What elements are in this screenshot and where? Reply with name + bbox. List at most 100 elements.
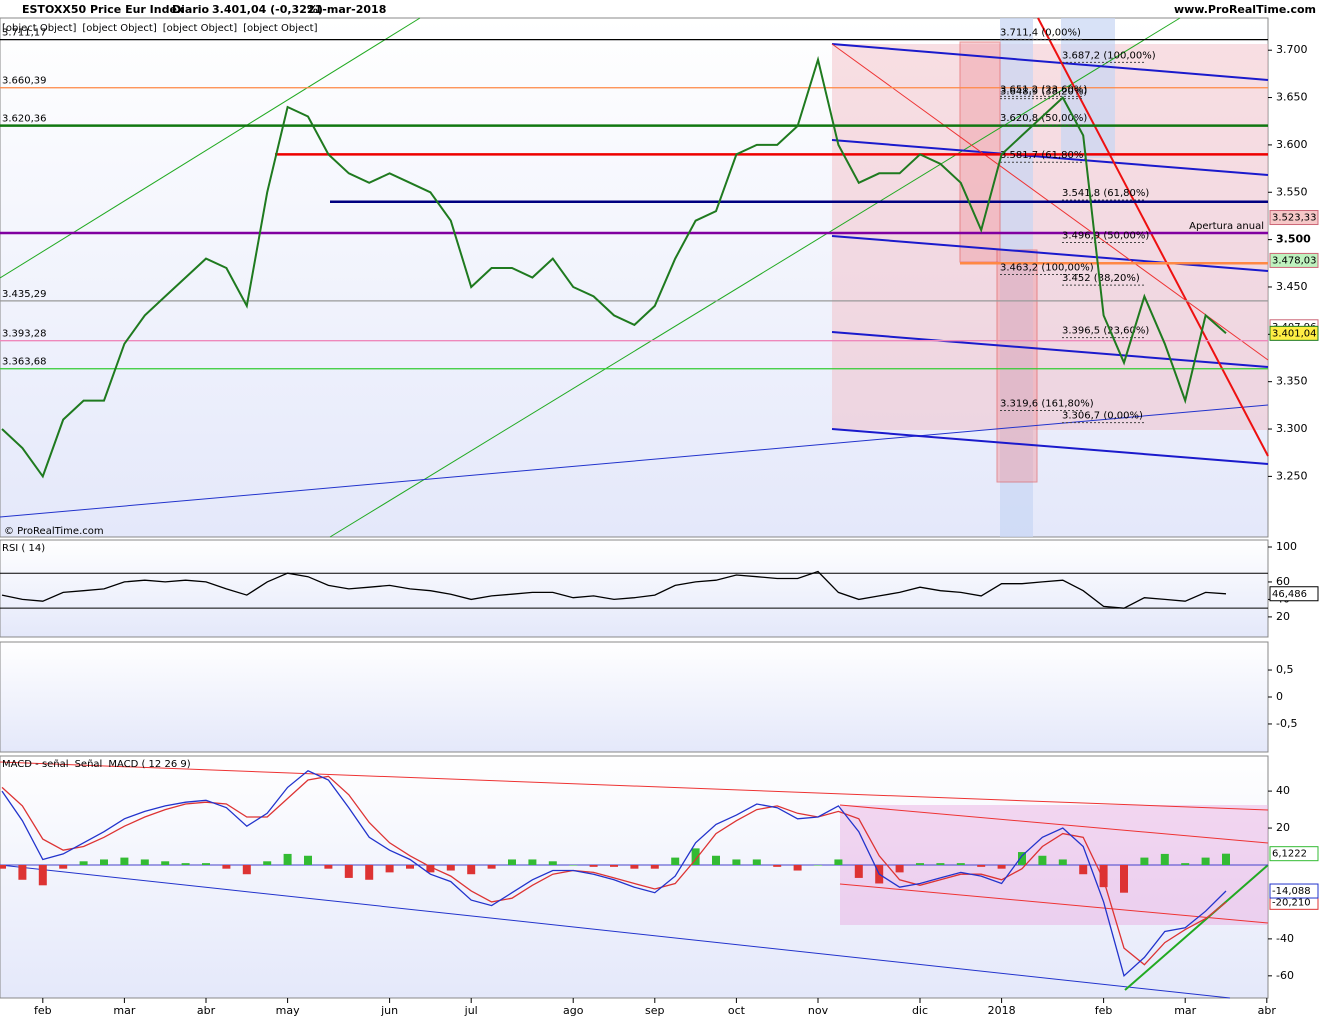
x-tick-label: ago <box>563 1004 584 1017</box>
fib-label: 3.496,9 (50,00%) <box>1062 231 1149 242</box>
legend-entry: [object Object] <box>243 23 317 34</box>
date: 21-mar-2018 <box>307 3 386 16</box>
fib-label: 3.541,8 (61,80%) <box>1062 188 1149 199</box>
histogram-bar <box>732 859 741 865</box>
histogram-bar <box>181 863 190 865</box>
value-tag <box>1269 883 1319 899</box>
series-line <box>1 775 1227 966</box>
histogram-bar <box>916 863 924 865</box>
value-tag <box>1269 846 1319 862</box>
fib-label: 3.306,7 (0,00%) <box>1062 411 1143 422</box>
histogram-bar <box>222 864 231 869</box>
y-tick-label: 3.350 <box>1276 375 1308 388</box>
macd-channel <box>839 804 1269 844</box>
x-tick-label: may <box>276 1004 300 1017</box>
y-tick-label: 0 <box>1276 690 1283 703</box>
level-label: 3.660,39 <box>2 76 47 87</box>
histogram-bar <box>283 853 292 865</box>
level-label: 3.363,68 <box>2 357 47 368</box>
histogram-bar <box>956 863 965 865</box>
y-tick-label: -40 <box>1276 932 1294 945</box>
histogram-bar <box>242 864 251 875</box>
histogram-bar <box>38 864 47 886</box>
histogram-bar <box>120 857 129 865</box>
legend-entry: MACD - señal <box>2 759 69 770</box>
fib-label: 3.463,2 (100,00%) <box>1000 262 1094 273</box>
histogram-bar <box>793 864 802 871</box>
histogram-bar <box>1222 853 1230 865</box>
copyright: © ProRealTime.com <box>4 526 104 537</box>
y-tick-label: 3.550 <box>1276 185 1308 198</box>
x-tick-label: dic <box>912 1004 928 1017</box>
legend-entry: Señal <box>75 759 103 770</box>
histogram-bar <box>406 864 414 869</box>
histogram-bar <box>752 859 761 865</box>
y-tick-label: 100 <box>1276 540 1297 553</box>
histogram-bar <box>467 864 476 875</box>
value-label: 46,486 <box>1272 589 1307 600</box>
histogram-bar <box>18 864 27 880</box>
histogram-bar <box>161 861 170 865</box>
fib-zone <box>832 44 1268 430</box>
histogram-bar <box>773 864 782 867</box>
histogram-bar <box>385 864 394 873</box>
histogram-bar <box>834 859 843 865</box>
x-tick-label: oct <box>728 1004 746 1017</box>
channel-line <box>831 428 1269 465</box>
fib-box <box>996 249 1038 483</box>
site: www.ProRealTime.com <box>1174 3 1316 16</box>
y-tick-label: 3.700 <box>1276 43 1308 56</box>
histogram-bar <box>1140 857 1149 865</box>
histogram-bar <box>324 864 333 869</box>
y-tick-label: 3.250 <box>1276 469 1308 482</box>
instrument: ESTOXX50 Price Eur Index <box>22 3 184 16</box>
histogram-bar <box>446 864 455 871</box>
channel-line <box>831 43 1269 81</box>
y-tick-label: 3.450 <box>1276 280 1308 293</box>
macd-channel <box>0 864 1231 999</box>
histogram-bar <box>1181 863 1190 865</box>
price-tag <box>1269 252 1319 268</box>
level-label: 3.711,17 <box>2 28 47 39</box>
trend-line <box>329 17 1181 538</box>
fib-label: 3.687,2 (100,00%) <box>1062 50 1156 61</box>
x-tick-label: sep <box>645 1004 664 1017</box>
histogram-bar <box>79 861 88 865</box>
trend-line <box>1037 17 1269 457</box>
fib-label: 3.648,9 (38,20%) <box>1000 87 1087 98</box>
value-label: 3.401,04 <box>1272 328 1317 339</box>
series-line <box>1 570 1227 609</box>
channel-line <box>831 139 1269 176</box>
histogram-bar <box>650 864 659 869</box>
histogram-bar <box>528 859 537 865</box>
rsi-title: RSI ( 14) <box>2 543 45 554</box>
level-label: 3.393,28 <box>2 329 47 340</box>
histogram-bar <box>997 864 1006 869</box>
x-tick-label: feb <box>1095 1004 1113 1017</box>
value-label: 6,1222 <box>1272 849 1307 860</box>
macd-channel <box>839 883 1269 924</box>
rsi-panel <box>0 539 1269 638</box>
histogram-bar <box>1079 864 1088 875</box>
histogram-bar <box>263 861 272 865</box>
histogram-bar <box>344 864 353 878</box>
fib-label: 3.711,4 (0,00%) <box>1000 27 1081 38</box>
histogram-bar <box>977 864 986 867</box>
histogram-bar <box>1058 859 1067 865</box>
y-tick-label: 20 <box>1276 821 1290 834</box>
histogram-bar <box>1018 852 1026 865</box>
y-tick-label: 60 <box>1276 575 1290 588</box>
macd-channel <box>0 761 1269 811</box>
x-tick-label: abr <box>197 1004 216 1017</box>
y-tick-label: 3.600 <box>1276 138 1308 151</box>
histogram-bar <box>712 855 720 865</box>
fib-label: 3.581,7 (61,80%) <box>1000 150 1087 161</box>
histogram-bar <box>1038 855 1047 865</box>
histogram-bar <box>487 864 496 869</box>
x-tick-label: feb <box>34 1004 52 1017</box>
legend-entry: [object Object] <box>82 23 156 34</box>
trend-line <box>0 404 1269 518</box>
y-tick-label: 3.650 <box>1276 91 1308 104</box>
fib-label: 3.396,5 (23,60%) <box>1062 326 1149 337</box>
